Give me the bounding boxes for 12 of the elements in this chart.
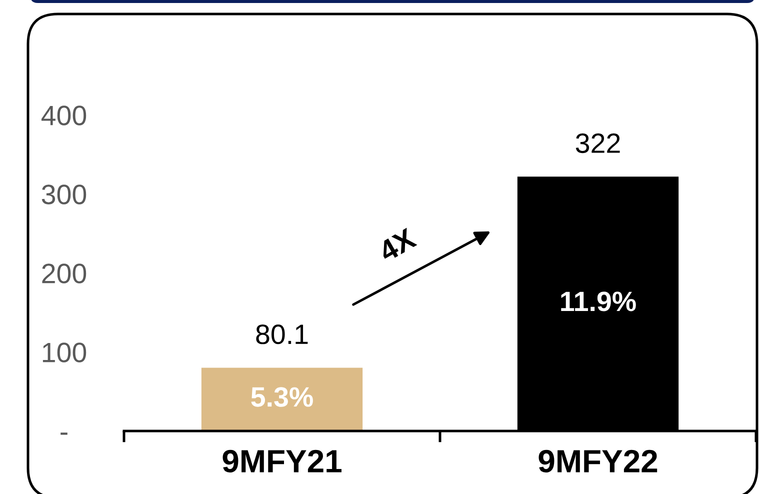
data-label: 322: [576, 133, 620, 154]
x-tick-label: 9MFY21: [222, 450, 342, 473]
y-tick-label: 400: [41, 106, 86, 126]
y-tick-label: 100: [42, 342, 86, 362]
annotation: 11.9%: [561, 292, 636, 312]
x-tick-label: 9MFY22: [538, 450, 658, 473]
y-tick-label: -: [60, 432, 68, 435]
annotation: 5.3%: [251, 387, 313, 407]
data-label: 80.1: [256, 324, 308, 344]
y-tick-label: 300: [42, 184, 86, 204]
y-tick-label: 200: [42, 264, 86, 284]
annotation: 4X: [376, 227, 418, 262]
